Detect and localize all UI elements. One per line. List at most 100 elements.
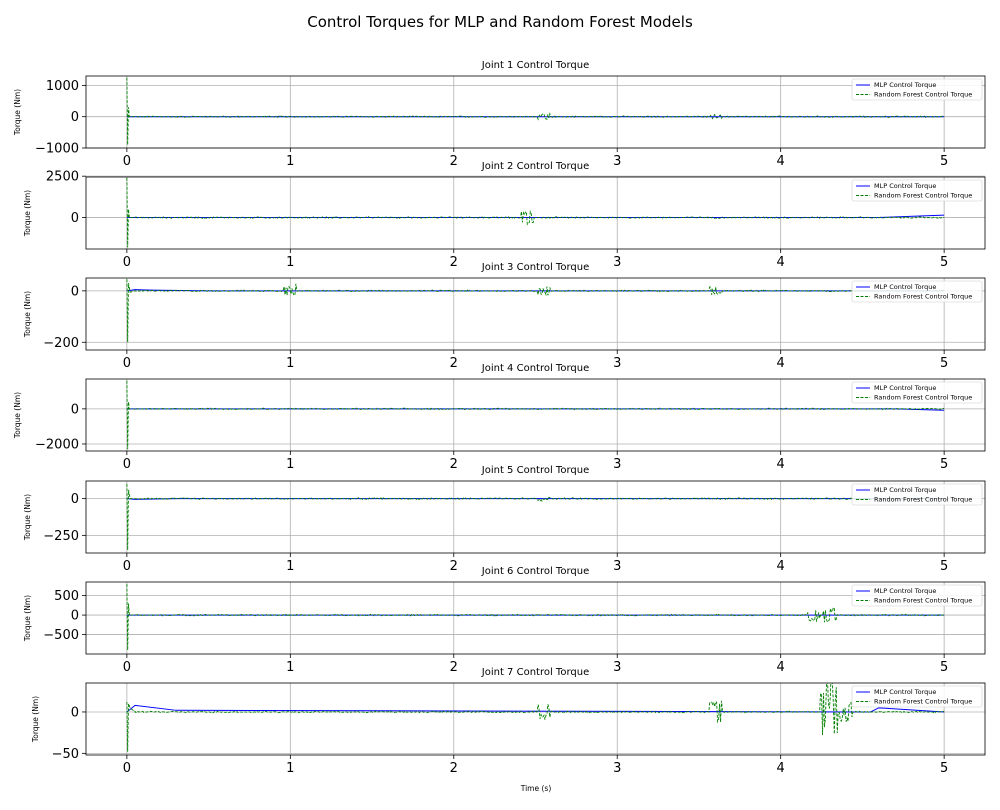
- legend-box: [851, 483, 983, 506]
- y-axis-label: Torque (Nm): [23, 291, 32, 338]
- rf-series-line: [126, 683, 945, 752]
- y-tick-label: 1000: [46, 79, 79, 94]
- x-tick-label: 3: [613, 255, 621, 270]
- legend-box: [851, 381, 983, 404]
- rf-series-line: [126, 583, 945, 651]
- subplot-title: Joint 2 Control Torque: [481, 161, 589, 172]
- axes-frame: [85, 480, 986, 554]
- subplot-joint-2: 0 1 2 3 4 5 0 2500 Joint 2 Control Torque Torque …: [23, 161, 986, 270]
- x-tick-label: 4: [777, 154, 785, 169]
- legend: MLP Control Torque Random Forest Control …: [851, 381, 983, 404]
- y-tick-label: 0: [71, 284, 79, 299]
- y-axis-label: Torque (Nm): [23, 190, 32, 237]
- y-tick-label: 500: [54, 589, 79, 604]
- x-tick-label: 1: [286, 457, 294, 472]
- legend: MLP Control Torque Random Forest Control …: [851, 483, 983, 506]
- legend: MLP Control Torque Random Forest Control …: [851, 280, 983, 303]
- x-tick-label: 5: [940, 255, 948, 270]
- legend-label-mlp: MLP Control Torque: [874, 81, 936, 89]
- x-tick-label: 4: [777, 356, 785, 371]
- axes-frame: [85, 75, 986, 149]
- x-tick-label: 3: [613, 356, 621, 371]
- legend-label-rf: Random Forest Control Torque: [874, 293, 972, 301]
- x-tick-label: 5: [940, 457, 948, 472]
- rf-series-line: [126, 483, 945, 551]
- plot-area: [126, 77, 945, 145]
- plot-area: [126, 177, 945, 248]
- plot-area: [126, 683, 945, 752]
- legend: MLP Control Torque Random Forest Control …: [851, 78, 983, 101]
- legend-label-mlp: MLP Control Torque: [874, 384, 936, 392]
- plot-area: [126, 583, 945, 651]
- x-tick-label: 1: [286, 154, 294, 169]
- x-tick-label: 4: [777, 660, 785, 675]
- subplot-title: Joint 5 Control Torque: [481, 465, 589, 476]
- x-tick-label: 2: [450, 356, 458, 371]
- y-tick-label: 0: [71, 705, 79, 720]
- legend: MLP Control Torque Random Forest Control …: [851, 179, 983, 202]
- legend-box: [851, 685, 983, 708]
- x-tick-label: 0: [123, 761, 131, 776]
- subplot-title: Joint 1 Control Torque: [481, 60, 589, 71]
- legend-label-mlp: MLP Control Torque: [874, 587, 936, 595]
- subplot-joint-6: 0 1 2 3 4 5 −500 0 500 Joint 6 Control Torque Torq…: [23, 566, 986, 675]
- y-tick-label: 0: [71, 402, 79, 417]
- subplot-title: Joint 3 Control Torque: [481, 262, 589, 273]
- x-tick-label: 3: [613, 457, 621, 472]
- axes-frame: [85, 277, 986, 351]
- x-tick-label: 2: [450, 255, 458, 270]
- rf-series-line: [126, 177, 945, 248]
- subplot-joint-7: 0 1 2 3 4 5 −50 0 Joint 7 Control Torque Torque (…: [31, 667, 986, 776]
- plot-area: [126, 483, 945, 551]
- legend-label-mlp: MLP Control Torque: [874, 688, 936, 696]
- y-tick-label: 0: [71, 609, 79, 624]
- legend-label-rf: Random Forest Control Torque: [874, 91, 972, 99]
- y-tick-label: −50: [52, 747, 79, 762]
- y-tick-label: 0: [71, 110, 79, 125]
- x-tick-label: 4: [777, 559, 785, 574]
- subplot-title: Joint 6 Control Torque: [481, 566, 589, 577]
- x-tick-label: 0: [123, 255, 131, 270]
- y-tick-label: 0: [71, 492, 79, 507]
- y-tick-label: −1000: [35, 142, 79, 157]
- legend-label-mlp: MLP Control Torque: [874, 182, 936, 190]
- subplot-title: Joint 7 Control Torque: [481, 667, 589, 678]
- x-tick-label: 0: [123, 660, 131, 675]
- x-tick-label: 5: [940, 356, 948, 371]
- legend-box: [851, 584, 983, 607]
- x-tick-label: 1: [286, 660, 294, 675]
- subplot-joint-1: 0 1 2 3 4 5 −1000 0 1000 Joint 1 Control Torque To…: [13, 60, 986, 169]
- x-tick-label: 0: [123, 356, 131, 371]
- legend: MLP Control Torque Random Forest Control …: [851, 584, 983, 607]
- subplot-joint-5: 0 1 2 3 4 5 −250 0 Joint 5 Control Torque Torque …: [23, 465, 986, 574]
- legend-box: [851, 179, 983, 202]
- x-tick-label: 3: [613, 660, 621, 675]
- x-tick-label: 2: [450, 154, 458, 169]
- x-tick-label: 5: [940, 660, 948, 675]
- plot-area: [126, 279, 945, 343]
- x-tick-label: 2: [450, 761, 458, 776]
- axes-frame: [85, 581, 986, 655]
- legend-box: [851, 78, 983, 101]
- y-axis-label: Torque (Nm): [31, 696, 40, 743]
- rf-series-line: [126, 380, 945, 450]
- rf-series-line: [126, 279, 945, 343]
- mlp-series-line: [126, 704, 945, 713]
- x-tick-label: 4: [777, 457, 785, 472]
- y-tick-label: −500: [43, 628, 79, 643]
- y-axis-label: Torque (Nm): [23, 494, 32, 541]
- x-axis-label: Time (s): [520, 784, 552, 793]
- legend-label-rf: Random Forest Control Torque: [874, 496, 972, 504]
- x-tick-label: 3: [613, 154, 621, 169]
- y-tick-label: −250: [43, 529, 79, 544]
- subplot-joint-3: 0 1 2 3 4 5 −200 0 Joint 3 Control Torque Torque …: [23, 262, 986, 371]
- y-axis-label: Torque (Nm): [13, 89, 22, 136]
- subplot-joint-4: 0 1 2 3 4 5 −2000 0 Joint 4 Control Torque Torque…: [13, 363, 986, 472]
- legend-label-rf: Random Forest Control Torque: [874, 192, 972, 200]
- x-tick-label: 0: [123, 457, 131, 472]
- mlp-series-line: [126, 408, 945, 411]
- x-tick-label: 2: [450, 559, 458, 574]
- rf-series-line: [126, 77, 945, 145]
